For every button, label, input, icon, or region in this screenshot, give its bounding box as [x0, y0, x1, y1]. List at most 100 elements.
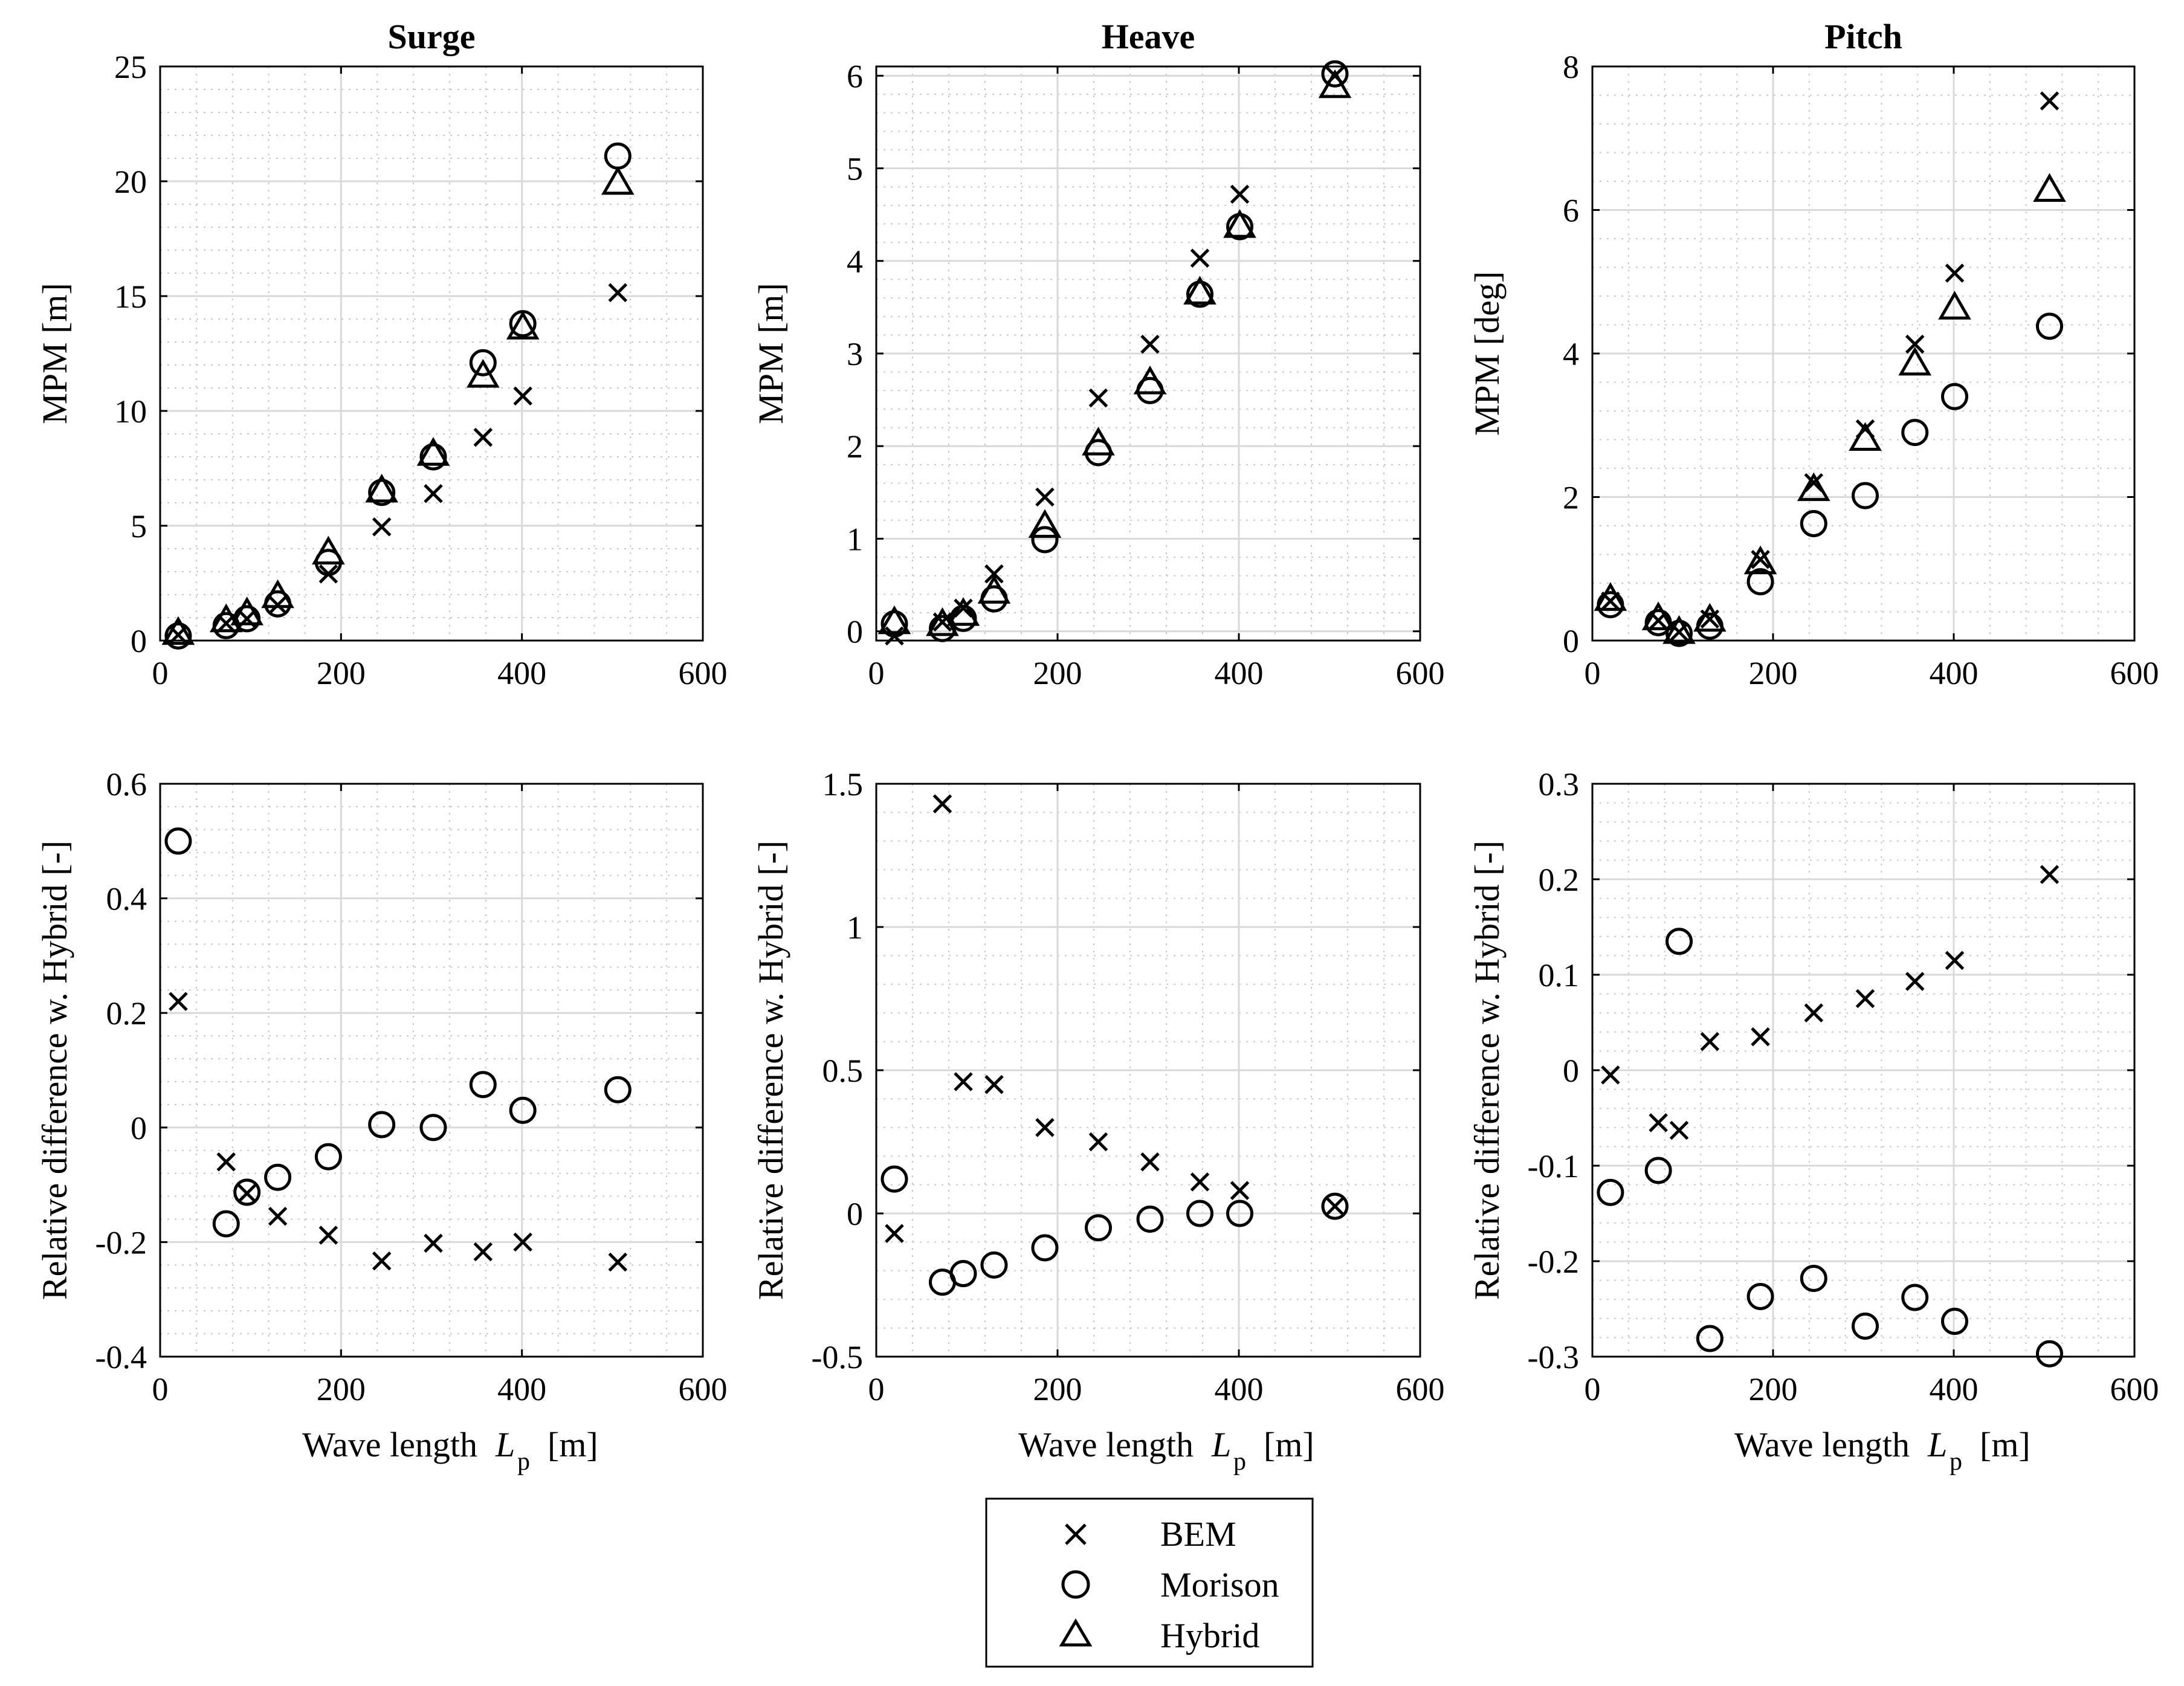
data-point-bem [513, 386, 532, 406]
legend-box [985, 1497, 1314, 1668]
data-point-hybrid [601, 166, 635, 195]
x-tick-label: 600 [679, 1371, 728, 1407]
data-point-morison [1851, 482, 1879, 509]
y-tick-label: 0 [1563, 623, 1579, 659]
data-point-morison [604, 142, 632, 170]
data-point-hybrid [1938, 291, 1971, 320]
series-hybrid [1594, 173, 2066, 644]
data-point-hybrid [261, 579, 294, 609]
major-grid [159, 65, 704, 642]
x-tick-label: 200 [1033, 1371, 1082, 1407]
data-point-bem [1325, 1197, 1345, 1216]
data-point-bem [473, 427, 493, 447]
data-point-morison [1800, 1264, 1827, 1292]
series-morison [880, 60, 1349, 642]
data-point-morison [1665, 928, 1693, 955]
legend-entry-hybrid: Hybrid [1059, 1616, 1259, 1655]
x-mark-icon [1065, 1523, 1087, 1545]
x-tick-label: 200 [1033, 655, 1082, 691]
triangle-icon [1059, 1618, 1093, 1647]
data-point-bem [1088, 1132, 1108, 1152]
y-tick-label: 2 [1563, 480, 1579, 516]
chart-title: Surge [388, 17, 476, 56]
y-tick-label: 20 [114, 164, 147, 200]
minor-grid [876, 66, 1420, 641]
y-axis-label: MPM [m] [35, 283, 74, 424]
legend: BEM Morison Hybrid [985, 1497, 1314, 1668]
series-morison [1597, 312, 2063, 647]
y-tick-label: 8 [1563, 49, 1579, 85]
data-point-hybrid [466, 358, 500, 388]
y-tick-label: 10 [114, 393, 147, 430]
data-point-bem [1700, 1032, 1720, 1051]
y-tick-label: 0 [131, 623, 147, 659]
data-point-bem [1804, 1003, 1824, 1022]
y-tick-label: 0.1 [1539, 957, 1580, 993]
data-point-hybrid [1028, 509, 1062, 538]
major-grid [875, 66, 1421, 641]
data-point-bem [608, 1252, 628, 1272]
data-point-morison [419, 443, 447, 471]
data-point-hybrid [1662, 615, 1696, 644]
data-point-morison [1696, 1325, 1724, 1352]
y-tick-label: 1 [847, 909, 863, 946]
x-tick-label: 0 [1585, 655, 1601, 691]
data-point-morison [980, 1251, 1008, 1279]
data-point-bem [885, 1224, 904, 1243]
x-tick-label: 400 [1930, 1371, 1979, 1407]
y-axis-label: Relative difference w. Hybrid [-] [751, 841, 790, 1300]
data-point-bem [1190, 248, 1210, 268]
x-tick-label: 0 [1585, 1371, 1601, 1407]
legend-entry-morison: Morison [1061, 1565, 1279, 1604]
chart-pitch-mpm: 0 200 400 600 0 2 4 6 8 Pitch MPM [deg] [1467, 17, 2159, 691]
data-point-morison [1644, 1157, 1672, 1184]
data-point-hybrid [161, 616, 195, 645]
data-point-bem [1945, 263, 1965, 283]
data-point-morison [419, 1114, 447, 1142]
data-point-bem [1035, 1118, 1055, 1137]
tick-marks [1591, 65, 2136, 642]
series-hybrid [161, 166, 635, 645]
x-tick-label: 400 [497, 1371, 546, 1407]
data-point-morison [1321, 1192, 1349, 1220]
data-point-morison [368, 1111, 396, 1139]
data-point-bem [1140, 334, 1160, 354]
y-tick-label: 6 [847, 58, 863, 94]
x-axis-label-symbol: L [1211, 1425, 1231, 1464]
x-tick-label: 400 [1930, 655, 1979, 691]
data-point-morison [1597, 1178, 1624, 1206]
y-tick-label: 25 [114, 49, 147, 85]
data-point-morison [1321, 60, 1349, 88]
data-point-bem [1190, 1172, 1210, 1192]
x-axis-label-subscript: p [1233, 1448, 1246, 1476]
data-point-bem [1230, 1181, 1250, 1200]
data-point-bem [268, 1206, 288, 1226]
y-tick-label: 2 [847, 428, 863, 465]
y-tick-label: 0.3 [1539, 766, 1580, 803]
axes-frame [159, 65, 704, 642]
y-tick-label: 0.4 [106, 881, 147, 917]
minor-grid [1592, 66, 2134, 641]
data-point-hybrid [1898, 346, 1932, 376]
data-point-morison [1940, 1308, 1968, 1336]
data-point-morison [1800, 509, 1827, 537]
y-axis-label: MPM [deg] [1467, 271, 1507, 436]
data-point-morison [314, 1143, 342, 1171]
data-point-morison [1665, 619, 1693, 647]
x-axis-label-subscript: p [1950, 1448, 1962, 1476]
x-tick-label: 600 [1396, 655, 1445, 691]
data-point-morison [880, 1165, 908, 1193]
data-point-hybrid [312, 535, 345, 565]
data-point-bem [1669, 1120, 1689, 1140]
x-axis-label-unit: [m] [1980, 1425, 2031, 1464]
data-point-bem [1601, 1065, 1620, 1085]
x-axis-label-heave: Wave length L p [m] [1018, 1425, 1314, 1476]
x-axis-label-text: Wave length [1734, 1425, 1910, 1464]
x-tick-label: 200 [1749, 1371, 1798, 1407]
data-point-bem [1035, 487, 1055, 507]
y-tick-label: 0.5 [822, 1053, 864, 1089]
chart-title: Pitch [1824, 17, 1902, 56]
data-point-bem [608, 283, 628, 303]
